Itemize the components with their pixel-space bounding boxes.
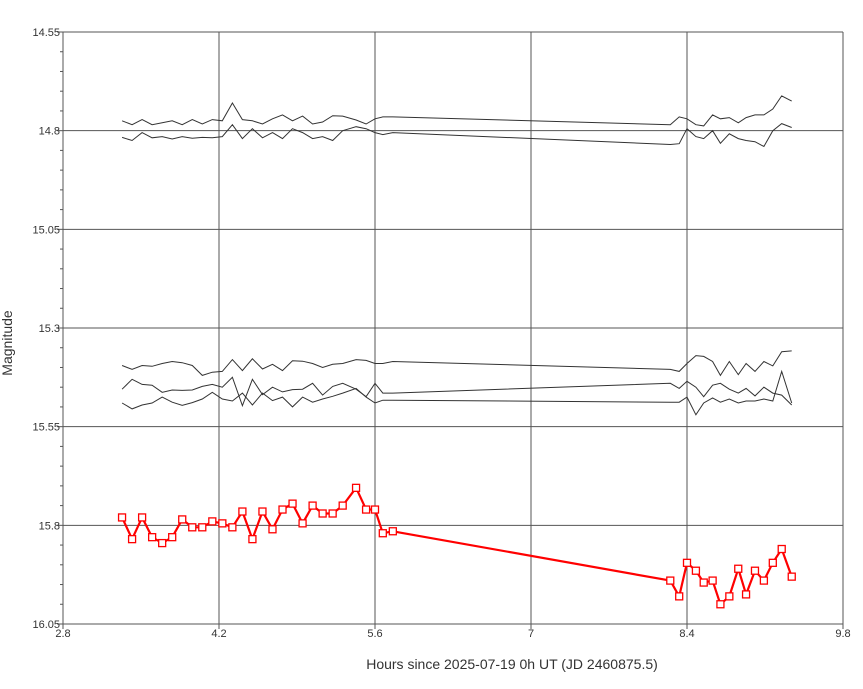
comparison-series-group: [121, 95, 793, 416]
target-point: [308, 501, 317, 510]
x-tick-label: 5.6: [367, 628, 382, 640]
grid-lines: [57, 31, 844, 629]
target-point: [750, 566, 760, 575]
target-point: [137, 513, 147, 522]
target-point: [298, 519, 307, 528]
target-point: [378, 529, 387, 538]
target-point: [682, 558, 692, 567]
target-point: [361, 505, 371, 514]
y-tick-labels: 14.55 14.8 15.05 15.3 15.55 15.8 16.05: [32, 27, 60, 631]
comparison-series-line-2: [121, 123, 792, 148]
x-tick-label: 4.2: [211, 628, 226, 640]
y-tick-label: 14.55: [32, 27, 60, 39]
comparison-series-line-1: [121, 95, 792, 127]
target-point: [117, 513, 127, 522]
target-point: [268, 525, 277, 534]
y-tick-label: 15.8: [39, 520, 60, 532]
x-tick-label: 2.8: [55, 628, 70, 640]
target-point: [198, 523, 207, 532]
comparison-series-line-5: [121, 369, 793, 416]
target-point: [228, 523, 237, 532]
target-point: [178, 515, 187, 524]
target-point: [127, 534, 137, 544]
target-point: [208, 517, 217, 526]
target-point: [318, 509, 327, 518]
target-point: [768, 558, 777, 567]
target-point: [370, 505, 380, 514]
target-point: [699, 578, 708, 587]
target-point: [741, 590, 751, 599]
target-point: [787, 572, 796, 581]
target-point: [328, 509, 337, 518]
y-tick-label: 15.05: [32, 224, 60, 236]
target-point: [278, 505, 287, 514]
y-tick-label: 14.8: [39, 126, 60, 138]
target-series-group: [117, 483, 796, 609]
target-point: [188, 523, 197, 532]
target-point: [725, 592, 734, 601]
y-tick-label: 16.05: [32, 619, 60, 631]
target-point: [691, 566, 701, 575]
target-point: [218, 519, 227, 528]
target-point: [288, 499, 297, 508]
x-tick-label: 7: [528, 628, 534, 640]
target-point: [147, 533, 157, 542]
target-point: [338, 501, 347, 510]
comparison-series-line-3: [121, 350, 792, 377]
target-point: [248, 534, 257, 544]
x-tick-labels: 2.8 4.2 5.6 7 8.4 9.8: [55, 628, 850, 640]
target-point: [351, 483, 361, 492]
y-tick-label: 15.55: [32, 422, 60, 434]
x-tick-label: 9.8: [835, 628, 850, 640]
comparison-series-line-4: [121, 376, 793, 408]
x-axis-title: Hours since 2025-07-19 0h UT (JD 2460875…: [366, 656, 658, 672]
target-point: [734, 564, 743, 573]
target-point: [388, 527, 397, 536]
target-point: [708, 576, 717, 585]
target-point: [258, 507, 267, 516]
target-point: [675, 592, 684, 601]
target-point: [716, 600, 725, 609]
target-point: [759, 576, 769, 585]
x-tick-label: 8.4: [679, 628, 694, 640]
target-point: [168, 533, 177, 542]
target-point: [777, 544, 786, 554]
target-point: [238, 507, 247, 516]
y-tick-label: 15.3: [39, 323, 60, 335]
y-axis-title: Magnitude: [0, 310, 15, 376]
target-point: [158, 538, 167, 548]
target-point: [666, 576, 675, 585]
